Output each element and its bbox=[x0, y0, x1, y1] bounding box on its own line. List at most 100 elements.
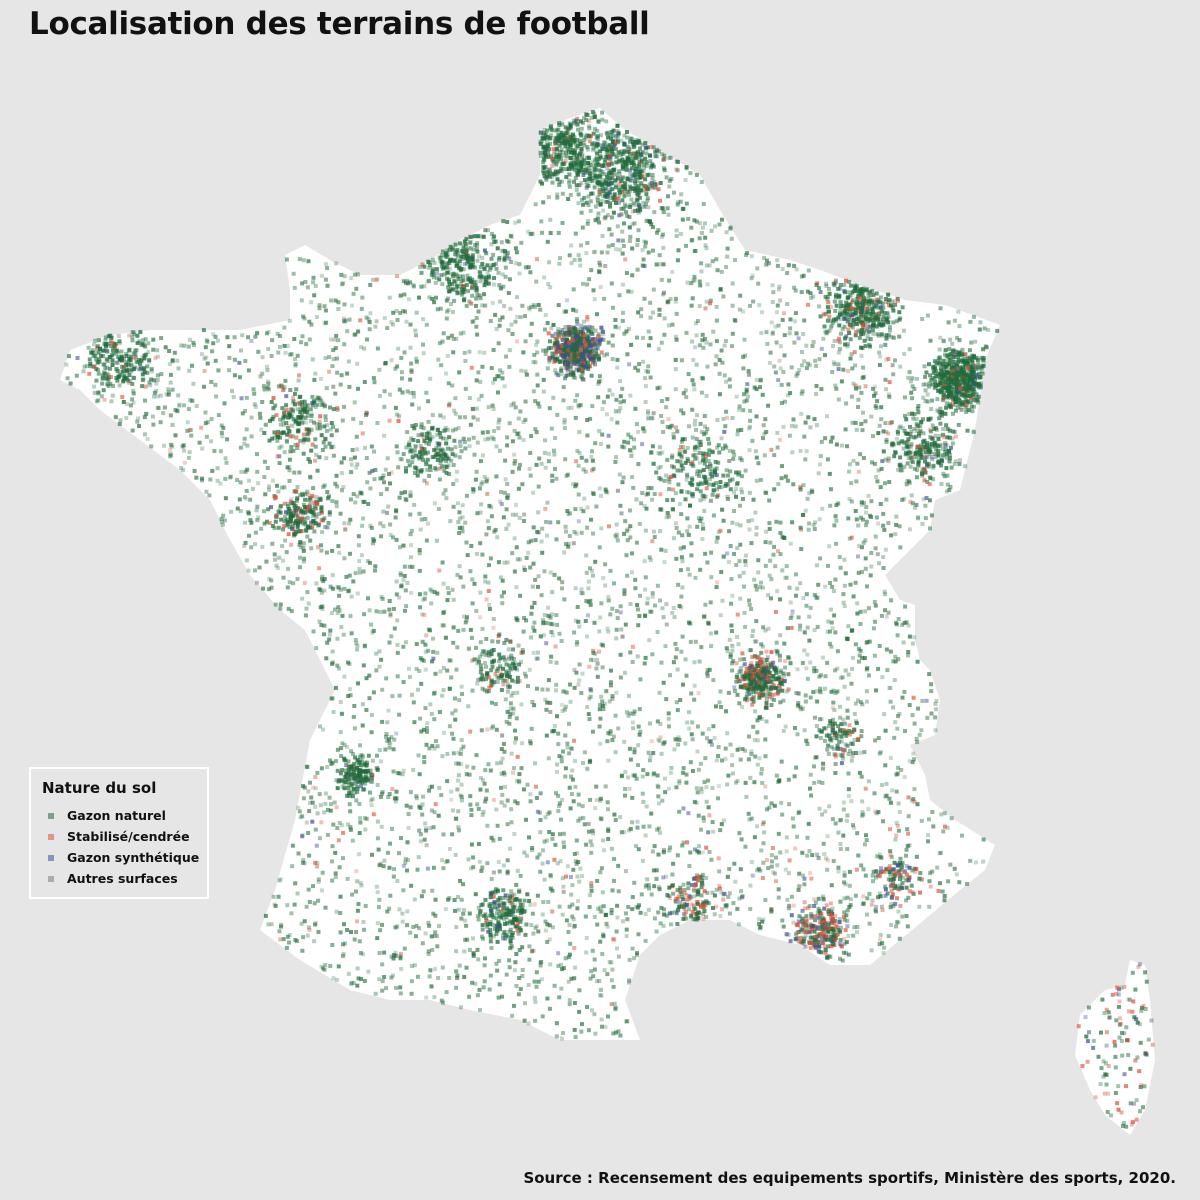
field-point bbox=[772, 453, 777, 458]
field-point bbox=[630, 946, 635, 951]
field-point bbox=[753, 449, 758, 454]
field-point bbox=[941, 453, 946, 458]
field-point bbox=[484, 796, 489, 801]
field-point bbox=[848, 897, 853, 902]
field-point bbox=[382, 609, 387, 614]
field-point bbox=[862, 842, 867, 847]
field-point bbox=[889, 598, 894, 603]
field-point bbox=[319, 820, 324, 825]
field-point bbox=[265, 385, 270, 390]
field-point bbox=[342, 318, 347, 323]
field-point bbox=[369, 444, 374, 449]
field-point bbox=[865, 333, 870, 338]
field-point bbox=[366, 969, 371, 974]
field-point bbox=[722, 373, 727, 378]
field-point bbox=[168, 380, 173, 385]
field-point bbox=[585, 282, 590, 287]
field-point bbox=[562, 417, 567, 422]
field-point bbox=[844, 951, 848, 956]
field-point bbox=[531, 389, 536, 394]
field-point bbox=[351, 492, 356, 497]
field-point bbox=[496, 374, 501, 379]
field-point bbox=[317, 836, 322, 841]
field-point bbox=[387, 906, 392, 911]
field-point bbox=[477, 859, 482, 864]
field-point bbox=[595, 979, 599, 984]
field-point bbox=[509, 820, 514, 825]
field-point bbox=[799, 391, 804, 396]
field-point bbox=[357, 852, 362, 857]
field-point bbox=[337, 865, 342, 870]
field-point bbox=[805, 676, 810, 681]
field-point bbox=[690, 407, 695, 412]
field-point bbox=[487, 503, 492, 508]
field-point bbox=[249, 434, 254, 439]
field-point bbox=[838, 704, 842, 709]
field-point bbox=[287, 318, 292, 323]
field-point bbox=[598, 442, 603, 446]
field-point bbox=[848, 462, 852, 467]
field-point bbox=[615, 915, 620, 920]
field-point bbox=[407, 666, 411, 671]
field-point bbox=[531, 525, 536, 530]
field-point bbox=[660, 420, 665, 424]
field-point bbox=[730, 771, 735, 776]
field-point bbox=[542, 839, 547, 844]
field-point bbox=[342, 556, 347, 561]
field-point bbox=[861, 812, 866, 817]
field-point bbox=[353, 272, 358, 277]
field-point bbox=[240, 411, 245, 416]
field-point bbox=[565, 690, 569, 695]
field-point bbox=[643, 655, 648, 660]
field-point bbox=[570, 883, 575, 888]
field-point bbox=[933, 715, 938, 720]
field-point bbox=[509, 807, 514, 812]
field-point bbox=[337, 820, 342, 825]
field-point bbox=[699, 827, 703, 832]
field-point bbox=[702, 780, 707, 785]
field-point bbox=[681, 391, 686, 396]
field-point bbox=[559, 755, 564, 760]
field-point bbox=[543, 815, 548, 820]
field-point bbox=[798, 485, 803, 490]
field-point bbox=[543, 327, 547, 332]
field-point bbox=[633, 166, 638, 171]
field-point bbox=[741, 354, 746, 359]
field-point bbox=[598, 909, 603, 914]
field-point bbox=[483, 956, 487, 961]
field-point bbox=[339, 625, 344, 629]
field-point bbox=[832, 523, 837, 528]
field-point bbox=[360, 295, 365, 300]
field-point bbox=[585, 1005, 589, 1009]
field-point bbox=[506, 655, 511, 660]
field-point bbox=[373, 324, 378, 329]
field-point bbox=[974, 860, 979, 865]
field-point bbox=[626, 693, 631, 698]
field-point bbox=[622, 588, 627, 593]
field-point bbox=[117, 422, 122, 426]
field-point bbox=[634, 422, 639, 427]
field-point bbox=[410, 564, 415, 569]
field-point bbox=[324, 320, 329, 325]
field-point bbox=[322, 623, 327, 628]
field-point bbox=[338, 382, 343, 387]
field-point bbox=[510, 469, 515, 474]
field-point bbox=[482, 979, 487, 984]
field-point bbox=[561, 840, 566, 845]
field-point bbox=[817, 717, 822, 722]
field-point bbox=[786, 263, 791, 268]
field-point bbox=[618, 158, 623, 163]
field-point bbox=[862, 501, 866, 506]
field-point bbox=[877, 561, 881, 566]
field-point bbox=[873, 907, 878, 912]
field-point bbox=[879, 344, 883, 349]
field-point bbox=[486, 436, 491, 441]
field-point bbox=[464, 493, 469, 498]
field-point bbox=[533, 1018, 538, 1023]
field-point bbox=[630, 209, 635, 214]
field-point bbox=[350, 892, 355, 897]
field-point bbox=[659, 751, 664, 756]
field-point bbox=[481, 778, 485, 783]
field-point bbox=[182, 460, 187, 465]
field-point bbox=[479, 482, 484, 487]
